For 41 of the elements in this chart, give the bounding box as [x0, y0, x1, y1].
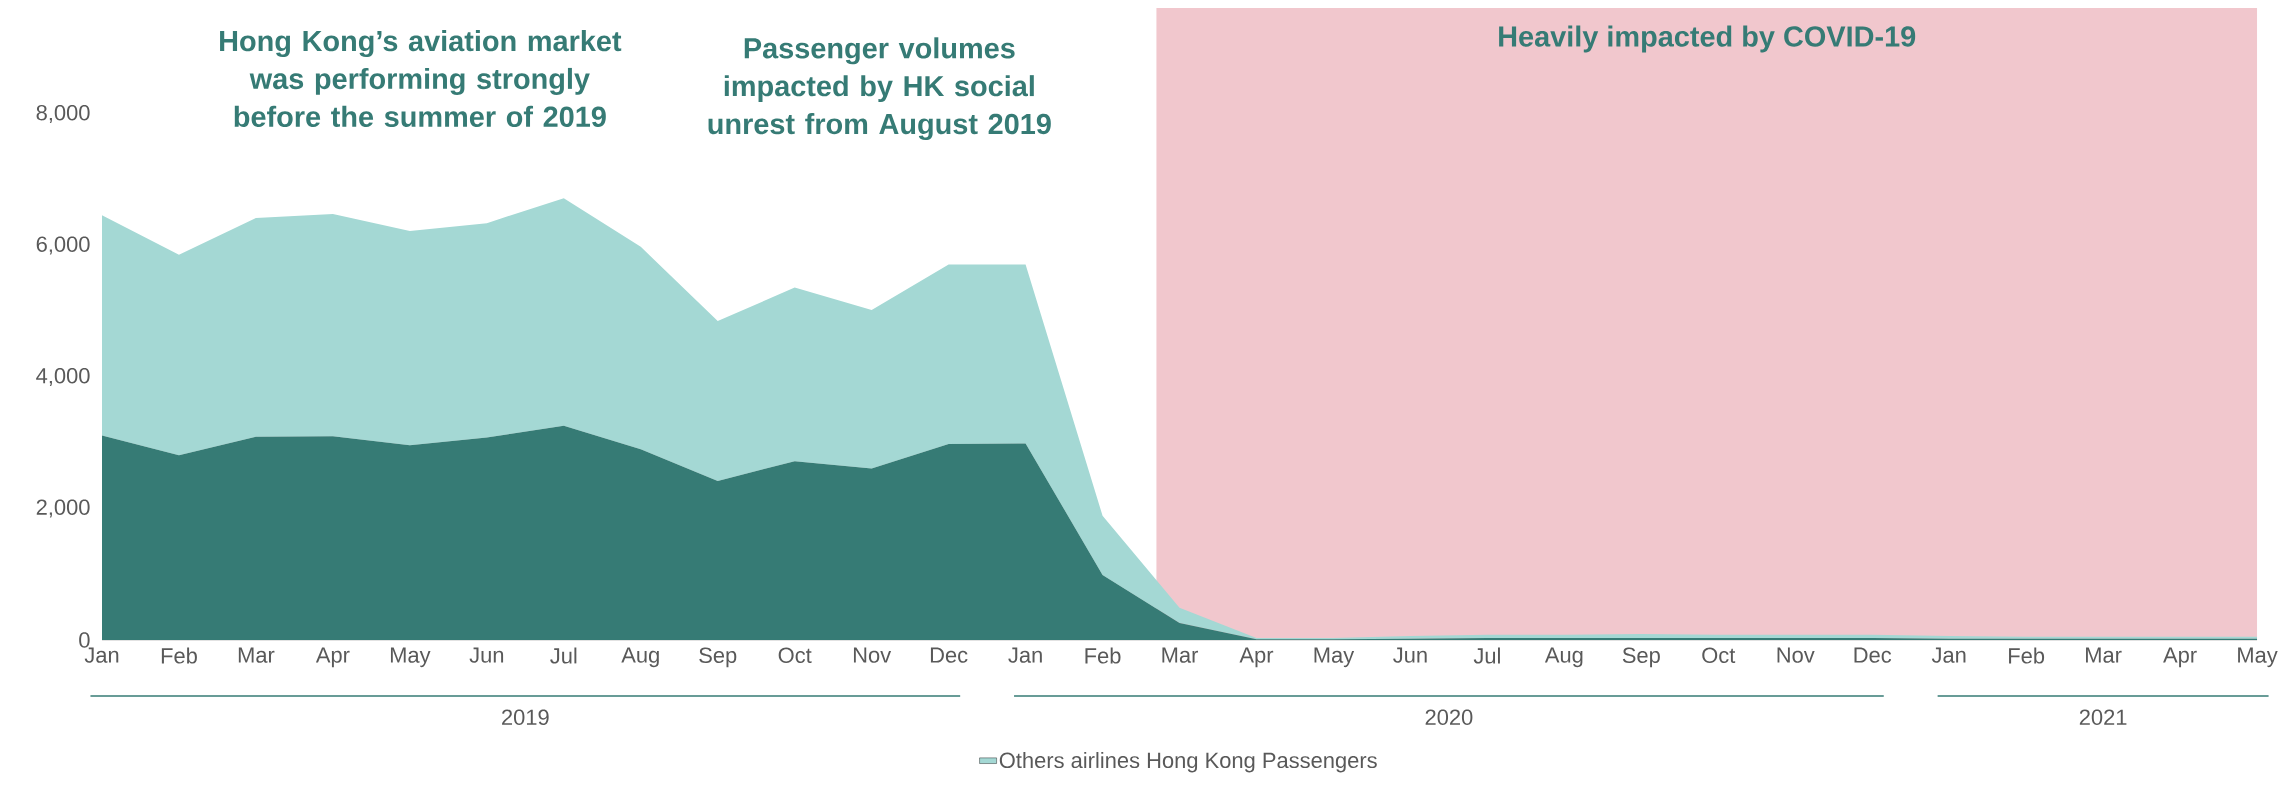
x-tick-label: May	[390, 647, 431, 668]
x-tick-label: Nov	[1777, 647, 1815, 663]
x-tick-label: Apr	[1239, 647, 1274, 668]
x-tick-label: May	[2238, 647, 2278, 668]
x-tick-label: Feb	[161, 647, 197, 664]
x-tick-label: Jun	[1393, 647, 1427, 663]
x-tick-label: Oct	[778, 647, 812, 664]
x-tick-label: Mar	[2086, 647, 2122, 663]
band-label: Heavily impacted by COVID-19	[1499, 25, 1916, 53]
legend-label: Others airlines Hong Kong Passengers	[999, 752, 1377, 773]
x-tick-label: Sep	[699, 647, 737, 668]
x-tick-label: Apr	[2163, 647, 2197, 668]
x-tick-label: Mar	[1162, 647, 1199, 663]
y-tick-label: 2,000	[36, 499, 90, 518]
x-tick-label: Dec	[1854, 647, 1892, 663]
x-tick-label: Jan	[1931, 647, 1966, 663]
x-tick-label: Apr	[315, 647, 350, 668]
x-tick-label: Nov	[853, 647, 892, 663]
x-tick-label: Jul	[550, 647, 577, 664]
y-tick-label: 4,000	[36, 367, 90, 387]
annotation: Hong Kong’s aviation market was performing strongly before the summer of 2019	[220, 30, 622, 127]
x-tick-label: Jan	[1008, 647, 1042, 663]
x-tick-label: Oct	[1702, 647, 1736, 664]
annotation: Passenger volumes impacted by HK social unrest from August 2019	[708, 37, 1051, 141]
x-tick-label: Aug	[621, 647, 659, 668]
y-tick-label: 6,000	[36, 236, 90, 255]
x-tick-label: Jul	[1473, 647, 1500, 664]
x-tick-label: Feb	[2009, 647, 2045, 664]
text: 2019	[502, 709, 549, 726]
x-tick-label: Mar	[238, 647, 275, 663]
x-tick-label: Aug	[1544, 647, 1583, 668]
x-tick-label: Sep	[1622, 647, 1660, 668]
x-tick-label: May	[1314, 647, 1355, 668]
x-tick-label: Feb	[1085, 647, 1121, 664]
text: 2021	[2079, 709, 2127, 726]
x-tick-label: Jan	[84, 647, 119, 663]
x-tick-label: Jun	[469, 647, 504, 663]
x-tick-label: Dec	[930, 647, 968, 663]
y-tick-label: 8,000	[36, 104, 90, 124]
y-tick-label: 0	[79, 632, 90, 648]
text: 2020	[1425, 709, 1473, 726]
